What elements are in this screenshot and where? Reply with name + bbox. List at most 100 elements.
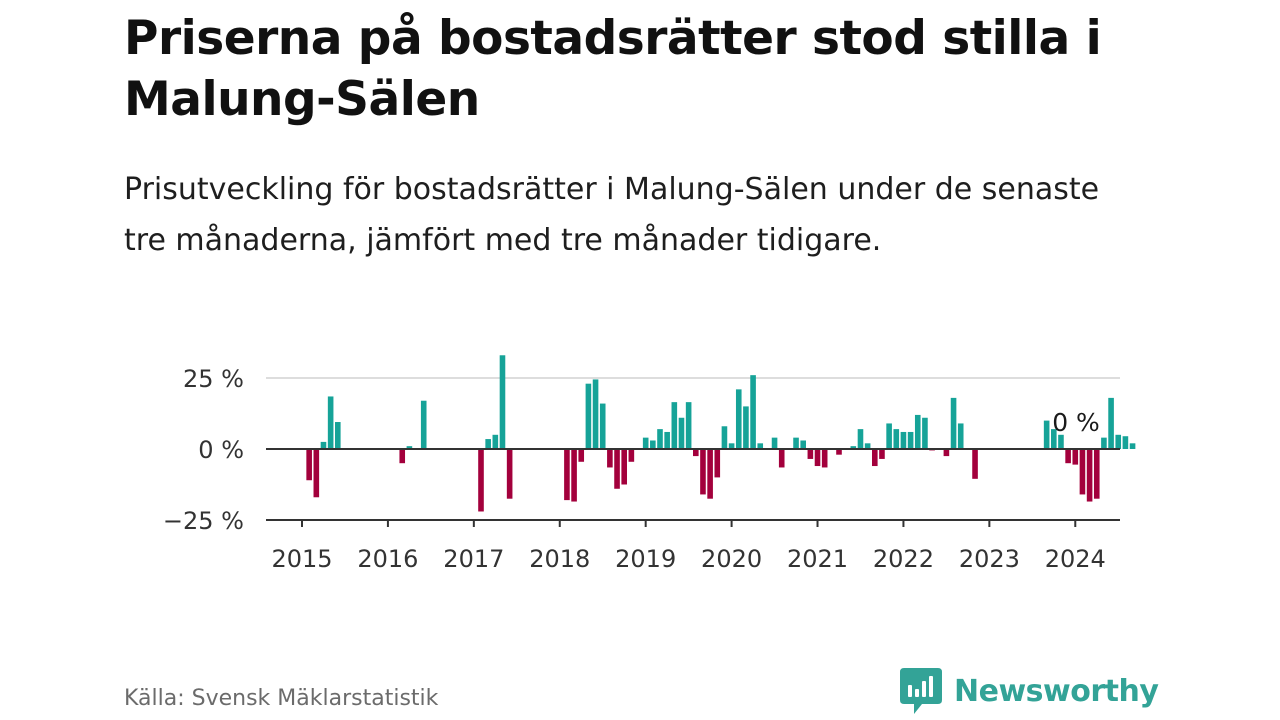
bar-positive [864, 443, 871, 449]
bar-positive [914, 414, 921, 449]
y-tick-label: −25 % [163, 507, 244, 535]
bar-positive [671, 402, 678, 449]
brand: Newsworthy [900, 668, 1159, 714]
y-tick-label: 0 % [198, 436, 244, 464]
bar-positive [857, 429, 864, 449]
bar-negative [614, 449, 620, 489]
bar-negative [700, 449, 706, 495]
bar-negative [943, 449, 950, 457]
bar-negative [564, 449, 570, 501]
bar-positive [492, 434, 499, 449]
x-tick-label: 2020 [701, 545, 762, 573]
bar-positive [743, 406, 749, 449]
x-tick-label: 2015 [271, 545, 332, 573]
bar-negative [607, 449, 613, 468]
bar-positive [1122, 436, 1129, 449]
bar-positive [1051, 429, 1057, 449]
axes [266, 448, 1120, 527]
latest-value-label: 0 % [1052, 408, 1100, 437]
bar-negative [707, 449, 713, 499]
bar-positive [485, 439, 491, 449]
bar-positive [950, 397, 957, 449]
bar-positive [642, 437, 649, 449]
bar-positive [685, 402, 692, 449]
bar-positive [320, 441, 327, 449]
bar-positive [886, 423, 892, 449]
x-tick-label: 2023 [959, 545, 1020, 573]
bar-positive [678, 417, 685, 449]
chart-subtitle: Prisutveckling för bostadsrätter i Malun… [124, 172, 1100, 258]
bar-negative [478, 449, 484, 512]
bar-positive [1129, 443, 1136, 449]
y-tick-label: 25 % [183, 365, 244, 393]
bar-negative [778, 449, 785, 468]
bar-negative [306, 449, 312, 481]
bar-positive [750, 375, 756, 449]
bar-negative [506, 449, 513, 499]
bar-positive [327, 396, 334, 449]
bar-positive [907, 431, 914, 449]
bar-positive [1108, 397, 1114, 449]
bar-negative [628, 449, 635, 462]
x-tick-label: 2017 [443, 545, 504, 573]
bar-negative [836, 449, 842, 455]
bar-negative [621, 449, 627, 485]
bar-positive [499, 355, 506, 449]
x-tick-label: 2021 [787, 545, 848, 573]
bar-positive [793, 437, 799, 449]
bar-positive [771, 437, 778, 449]
bars [306, 355, 1136, 512]
bar-negative [821, 449, 828, 468]
bar-positive [1101, 437, 1107, 449]
bar-positive [406, 446, 413, 449]
bar-positive [1115, 434, 1122, 449]
bar-positive [721, 426, 728, 449]
bar-negative [399, 449, 406, 464]
source-note: Källa: Svensk Mäklarstatistik [124, 686, 439, 711]
bar-positive [585, 383, 592, 449]
brand-name: Newsworthy [954, 673, 1159, 709]
bar-positive [420, 400, 427, 449]
bar-chart: 25 % 0 % −25 % 2015 2016 2017 2018 2019 2020 2021… [163, 355, 1136, 573]
bar-positive [599, 403, 606, 449]
bar-negative [872, 449, 878, 467]
bar-negative [1093, 449, 1100, 499]
bar-positive [900, 431, 907, 449]
bar-positive [657, 429, 663, 449]
x-tick-label: 2016 [357, 545, 418, 573]
bar-negative [1086, 449, 1093, 502]
bar-positive [335, 422, 341, 449]
x-tick-label: 2018 [529, 545, 590, 573]
bar-negative [693, 449, 699, 457]
bar-positive [1043, 420, 1050, 449]
bar-positive [735, 389, 742, 449]
bar-negative [313, 449, 320, 498]
bar-positive [592, 379, 599, 449]
bar-positive [893, 429, 900, 449]
bar-negative [1072, 449, 1079, 465]
x-tick-label: 2024 [1045, 545, 1106, 573]
bar-positive [650, 440, 656, 449]
bar-negative [714, 449, 721, 478]
newsworthy-logo-icon [900, 668, 942, 714]
bar-positive [664, 431, 670, 449]
bar-negative [814, 449, 821, 467]
bar-negative [578, 449, 585, 462]
bar-negative [879, 449, 885, 459]
bar-positive [1058, 434, 1064, 449]
bar-positive [957, 423, 964, 449]
chart-title: Priserna på bostadsrätter stod stilla i … [124, 11, 1102, 127]
bar-positive [922, 417, 928, 449]
x-tick-label: 2019 [615, 545, 676, 573]
bar-negative [1065, 449, 1071, 464]
bar-negative [807, 449, 814, 459]
bar-negative [1079, 449, 1086, 495]
bar-positive [728, 443, 735, 449]
bar-positive [757, 443, 764, 449]
labels: 25 % 0 % −25 % 2015 2016 2017 2018 2019 2020 2021… [163, 365, 1106, 573]
x-tick-label: 2022 [873, 545, 934, 573]
bar-negative [972, 449, 978, 479]
bar-positive [800, 440, 806, 449]
bar-negative [571, 449, 577, 502]
bar-positive [850, 446, 857, 449]
